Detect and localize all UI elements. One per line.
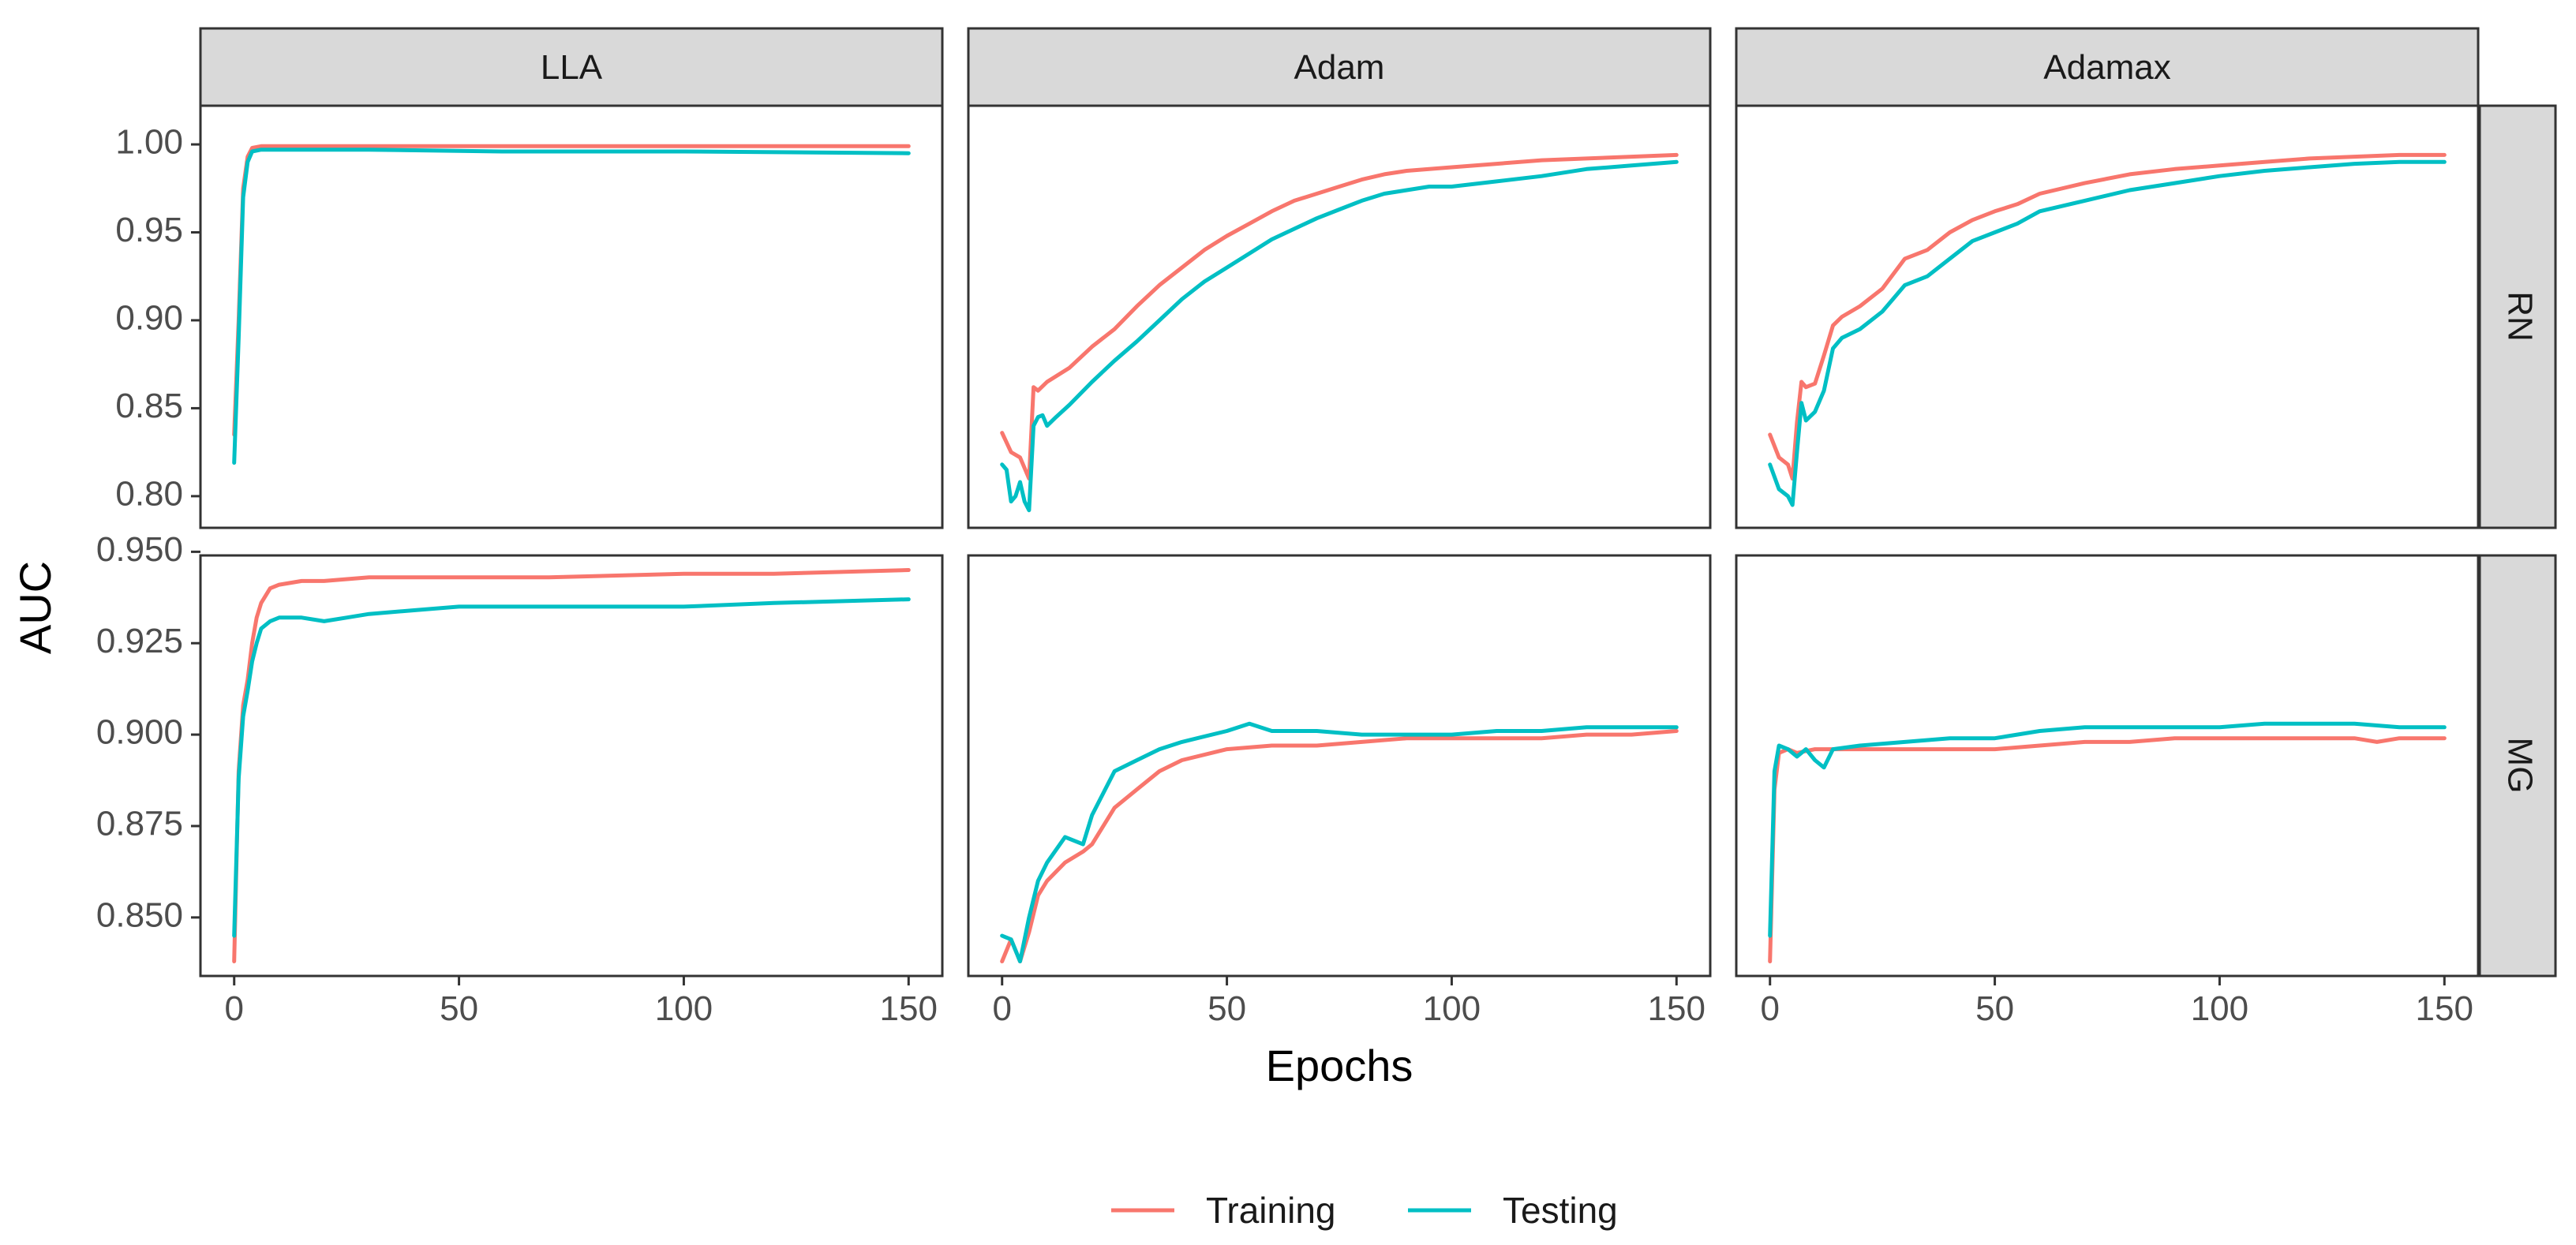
y-tick-label-rn-4: 1.00	[115, 123, 183, 162]
x-tick-label-lla-1: 50	[440, 989, 478, 1028]
y-tick-label-mg-3: 0.925	[96, 622, 183, 660]
series-lines	[232, 144, 2447, 963]
x-tick-label-adamax-2: 100	[2191, 989, 2248, 1028]
x-tick-label-adam-3: 150	[1648, 989, 1705, 1028]
panel-frames	[199, 104, 2480, 978]
x-tick-label-lla-2: 100	[655, 989, 713, 1028]
y-axes: 0.80 0.85 0.90 0.95 1.00 0.850 0.875 0.900 0.925…	[96, 123, 200, 934]
panel-mg-lla	[199, 554, 944, 978]
x-axes: 0 50 100 150 0 50 100 150 0 50 100 150	[224, 976, 2473, 1028]
x-tick-label-adam-0: 0	[992, 989, 1011, 1028]
x-tick-label-adamax-3: 150	[2416, 989, 2473, 1028]
x-tick-label-adam-1: 50	[1208, 989, 1246, 1028]
line-rn-adamax-testing	[1768, 159, 2447, 507]
line-mg-adamax-testing	[1768, 721, 2447, 938]
legend-label-training: Training	[1206, 1190, 1335, 1231]
strip-rn	[2478, 104, 2557, 529]
line-rn-adamax-training	[1768, 152, 2447, 481]
y-tick-label-mg-2: 0.900	[96, 713, 183, 752]
panel-rn-adamax	[1735, 104, 2480, 529]
line-mg-adam-testing	[1000, 721, 1679, 963]
strip-label-adam: Adam	[1294, 48, 1385, 87]
legend-label-testing: Testing	[1503, 1190, 1618, 1231]
y-tick-label-mg-0: 0.850	[96, 895, 183, 934]
strip-mg	[2478, 554, 2557, 978]
x-tick-label-lla-3: 150	[880, 989, 938, 1028]
y-tick-label-rn-0: 0.80	[115, 475, 183, 514]
y-axis-title: AUC	[10, 561, 60, 654]
x-tick-label-lla-0: 0	[224, 989, 243, 1028]
strip-label-lla: LLA	[541, 48, 603, 87]
line-mg-adam-training	[1000, 729, 1679, 963]
x-axis-title: Epochs	[1266, 1041, 1413, 1090]
line-rn-adam-testing	[1000, 159, 1679, 513]
row-strips: RN MG	[2478, 104, 2557, 978]
strip-adam	[967, 27, 1712, 107]
y-tick-label-mg-1: 0.875	[96, 805, 183, 843]
line-rn-adam-training	[1000, 152, 1679, 481]
y-tick-label-mg-4: 0.950	[96, 530, 183, 569]
strip-adamax	[1735, 27, 2480, 107]
line-mg-lla-testing	[232, 597, 911, 938]
line-rn-lla-testing	[232, 148, 911, 465]
x-tick-label-adamax-1: 50	[1975, 989, 2014, 1028]
x-tick-label-adamax-0: 0	[1760, 989, 1779, 1028]
panel-mg-adam	[967, 554, 1712, 978]
panel-rn-lla	[199, 104, 944, 529]
legend: Training Testing	[1111, 1190, 1618, 1231]
y-tick-label-rn-1: 0.85	[115, 387, 183, 425]
strip-label-adamax: Adamax	[2043, 48, 2170, 87]
strip-label-mg: MG	[2500, 738, 2539, 794]
x-tick-label-adam-2: 100	[1423, 989, 1481, 1028]
strip-lla	[199, 27, 944, 107]
panel-mg-adamax	[1735, 554, 2480, 978]
strip-label-rn: RN	[2500, 291, 2539, 342]
y-tick-label-rn-2: 0.90	[115, 299, 183, 338]
y-tick-label-rn-3: 0.95	[115, 211, 183, 249]
panel-rn-adam	[967, 104, 1712, 529]
column-strips: LLA Adam Adamax	[199, 27, 2480, 107]
